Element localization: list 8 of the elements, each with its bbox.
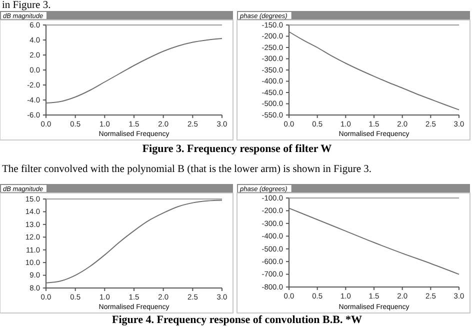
caption: Figure 3. Frequency response of filter W (142, 143, 332, 155)
text: in Figure 3. (2, 0, 51, 11)
line-series (46, 38, 222, 104)
text: The filter convolved with the polynomial B (that is the lower arm) is shown in Figure 3. (2, 164, 372, 175)
caption: Figure 4. Frequency response of convolution B.B. *W (112, 314, 362, 326)
line-series (288, 208, 460, 275)
line-series (46, 200, 222, 284)
line-series (288, 31, 460, 110)
